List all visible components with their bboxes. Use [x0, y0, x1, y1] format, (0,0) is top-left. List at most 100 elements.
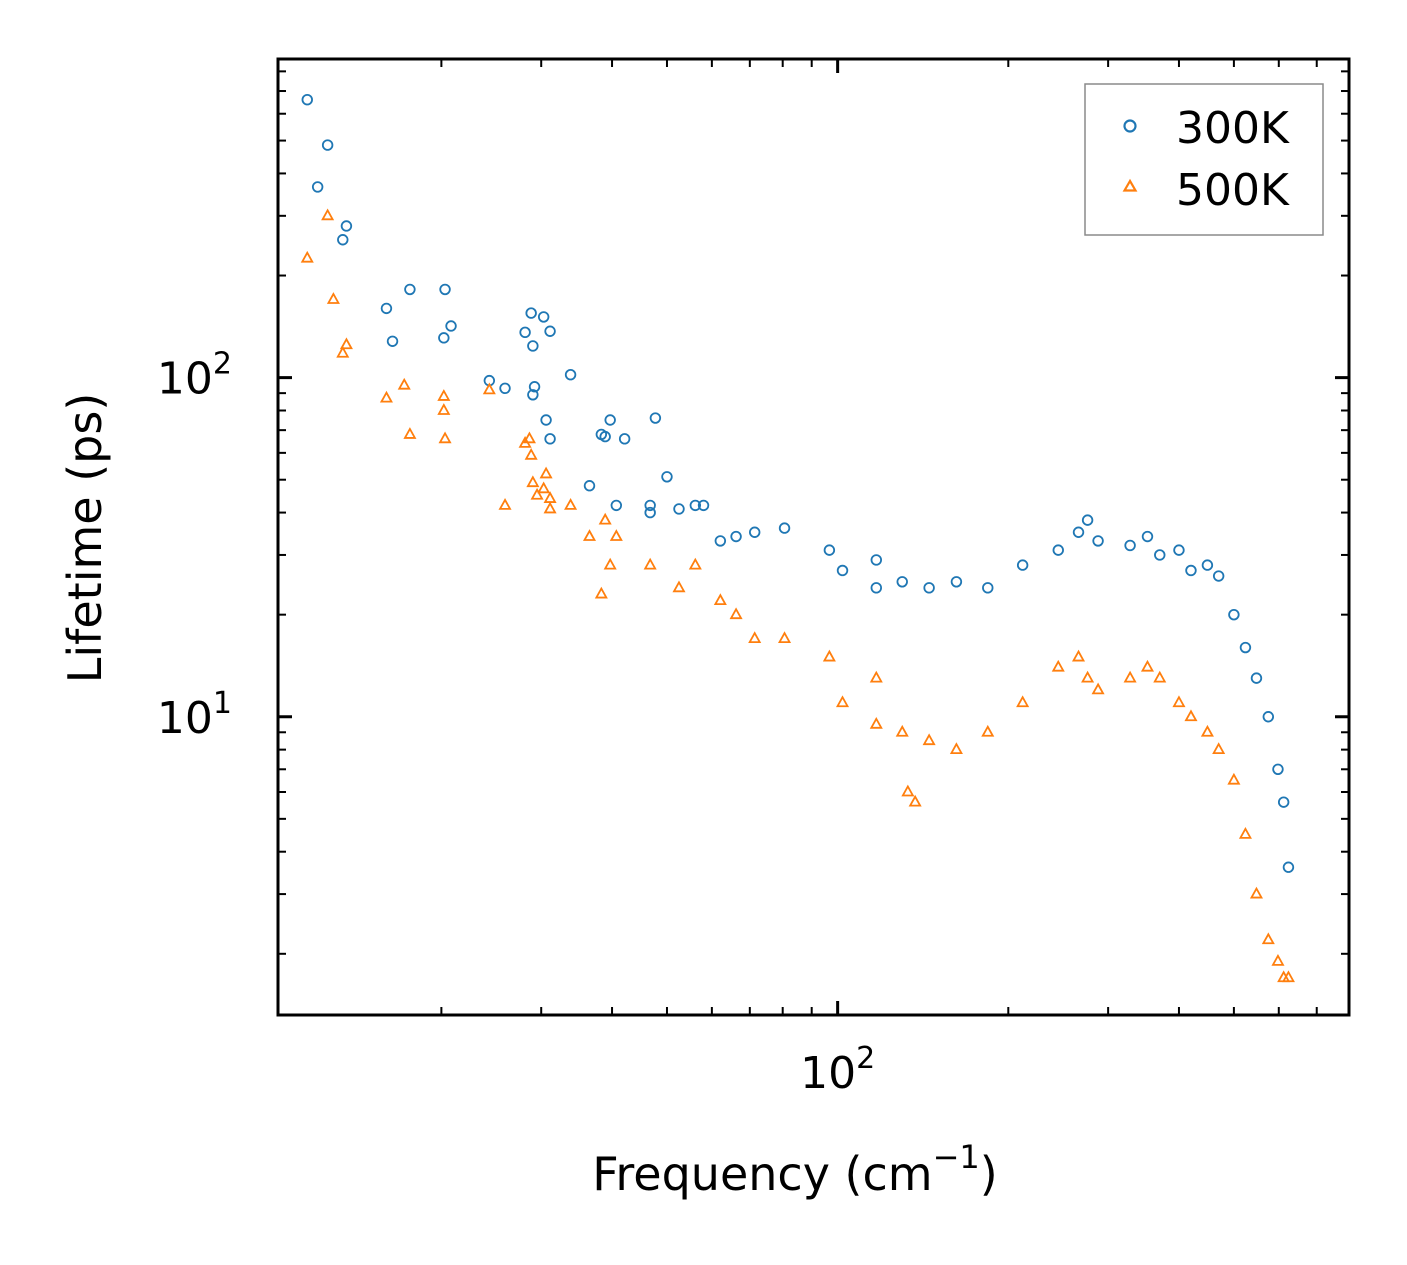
point-500k [1140, 659, 1155, 672]
x-axis-label-close: ) [980, 1147, 998, 1201]
point-300k [301, 93, 313, 106]
series-300K [301, 93, 1295, 873]
point-500k [339, 337, 353, 350]
legend-300k-marker [1123, 119, 1137, 133]
point-500k [908, 794, 922, 807]
point-300k [836, 564, 849, 577]
point-300k [697, 499, 710, 512]
point-300k [714, 535, 727, 547]
point-300k [499, 382, 511, 395]
point-300k [870, 554, 882, 566]
point-500k [1212, 742, 1226, 755]
point-300k [748, 526, 761, 538]
point-500k [603, 557, 617, 570]
point-500k [949, 742, 963, 755]
point-500k [482, 382, 496, 395]
point-300k [340, 220, 353, 232]
point-300k [923, 582, 935, 594]
point-500k [594, 586, 608, 599]
point-500k [1238, 827, 1252, 839]
point-300k [1277, 796, 1290, 808]
point-300k [311, 181, 324, 193]
legend-500k-marker [1122, 178, 1138, 192]
point-300k [528, 381, 541, 393]
point-300k [1081, 514, 1094, 526]
x-axis-label: Frequency (cm−1) [592, 1138, 997, 1201]
point-500k [835, 695, 850, 708]
point-300k [380, 302, 393, 315]
point-500k [643, 557, 657, 570]
point-300k [644, 499, 656, 512]
point-500k [895, 724, 909, 737]
point-500k [539, 466, 553, 479]
point-500k [609, 529, 623, 541]
point-300k [525, 307, 537, 319]
y-axis-label: Lifetime (ps) [58, 393, 112, 684]
point-500k [582, 529, 597, 541]
point-300k [439, 283, 451, 296]
legend-500k-label: 500K [1176, 165, 1290, 216]
point-300k [527, 340, 539, 352]
point-300k [689, 499, 702, 512]
point-500k [1261, 932, 1275, 945]
point-300k [1052, 544, 1064, 556]
legend-box [1084, 83, 1324, 236]
point-300k [778, 522, 791, 534]
point-500k [1153, 670, 1167, 683]
x-axis-label-text: Frequency (cm [592, 1147, 932, 1201]
y-tick-label: 101 [157, 686, 232, 744]
point-300k [1154, 549, 1166, 561]
point-300k [1185, 564, 1197, 577]
point-500k [379, 390, 393, 403]
point-300k [445, 320, 457, 332]
point-500k [598, 512, 612, 525]
point-300k [1141, 530, 1154, 543]
point-300k [1092, 535, 1104, 547]
point-300k [610, 499, 623, 512]
point-500k [403, 427, 417, 439]
point-300k [386, 335, 399, 347]
point-500k [1281, 970, 1295, 983]
series-500K [300, 208, 1295, 983]
point-300k [595, 428, 608, 441]
point-300k [404, 283, 416, 296]
point-300k [1262, 711, 1275, 723]
point-500k [901, 784, 915, 797]
point-500k [729, 607, 743, 620]
point-500k [537, 481, 551, 494]
point-500k [869, 716, 883, 729]
point-500k [543, 501, 557, 514]
point-500k [1071, 649, 1086, 662]
point-500k [438, 431, 452, 444]
point-300k [1201, 559, 1214, 571]
point-500k [688, 557, 702, 570]
point-300k [950, 576, 963, 588]
point-500k [326, 292, 340, 304]
plot-frame [276, 57, 1351, 1017]
point-500k [1271, 954, 1285, 966]
point-300k [1272, 763, 1284, 775]
point-500k [1081, 670, 1095, 683]
point-300k [1250, 672, 1263, 684]
point-300k [644, 506, 656, 519]
point-500k [300, 250, 314, 263]
point-500k [498, 498, 512, 510]
point-500k [1227, 772, 1241, 785]
point-300k [1239, 641, 1252, 654]
point-500k [922, 733, 936, 746]
point-500k [822, 649, 836, 662]
point-500k [981, 724, 995, 737]
point-300k [583, 480, 596, 492]
point-300k [823, 544, 836, 556]
point-500k [526, 475, 540, 488]
point-300k [537, 311, 550, 323]
point-500k [672, 580, 686, 593]
point-500k [1172, 695, 1186, 708]
point-300k [730, 530, 742, 543]
legend: 300K 500K [1084, 83, 1324, 236]
point-500k [524, 447, 538, 460]
point-300k [604, 414, 616, 426]
point-500k [397, 377, 411, 390]
point-300k [564, 369, 577, 381]
point-300k [1173, 544, 1185, 556]
